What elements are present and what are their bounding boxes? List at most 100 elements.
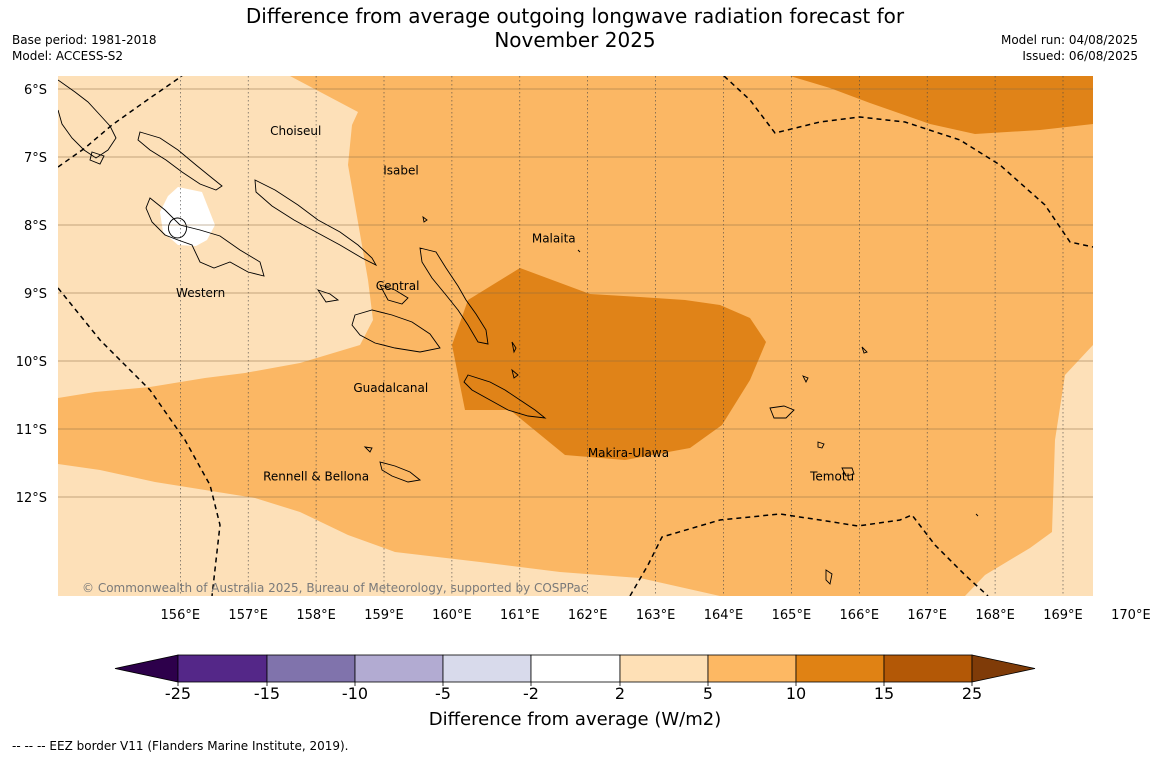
colorbar-extend-low	[114, 654, 179, 683]
lat-label: 11°S	[16, 423, 47, 438]
island-small-n	[422, 215, 428, 223]
lat-labels: 6°S 7°S 8°S 9°S 10°S 11°S 12°S	[16, 83, 47, 506]
place-label: Western	[176, 286, 225, 300]
lat-label: 10°S	[16, 355, 47, 370]
eez-border-nw	[58, 76, 183, 168]
colorbar-swatch	[177, 654, 268, 683]
lon-label: 156°E	[161, 608, 201, 623]
lat-label: 7°S	[24, 151, 47, 166]
lon-label: 170°E	[1111, 608, 1150, 623]
field-10-15-central	[452, 268, 766, 460]
eez-borders	[58, 76, 1093, 596]
colorbar-tick-label: -15	[254, 684, 280, 703]
colorbar-tick-label: 25	[962, 684, 982, 703]
colorbar-tick-label: -10	[342, 684, 368, 703]
colorbar-swatch	[619, 654, 709, 683]
island-bougainville	[58, 79, 117, 159]
island-small-malaita-s	[511, 341, 517, 354]
lon-label: 162°E	[568, 608, 608, 623]
lon-label: 168°E	[975, 608, 1015, 623]
island-rennell	[379, 461, 422, 483]
lon-label: 166°E	[840, 608, 880, 623]
colorbar-extend-high	[971, 654, 1036, 683]
island-vanikoro	[817, 441, 825, 449]
colorbar-swatch	[707, 654, 797, 683]
colorbar-tick-label: 10	[786, 684, 806, 703]
island-makira	[463, 374, 547, 419]
eez-border-north	[723, 76, 1093, 248]
meta-right: Model run: 04/08/2025 Issued: 06/08/2025	[1001, 32, 1138, 64]
place-label: Makira-Ulawa	[588, 446, 669, 460]
lon-label: 163°E	[636, 608, 676, 623]
lon-label: 160°E	[432, 608, 472, 623]
lon-label: 164°E	[704, 608, 744, 623]
island-shortland	[89, 151, 105, 165]
field-neutral-patch	[160, 187, 215, 246]
island-small-ulawa	[511, 368, 519, 379]
place-label: Isabel	[383, 164, 418, 178]
island-choiseul	[137, 131, 223, 191]
lon-label: 158°E	[296, 608, 336, 623]
place-labels: Choiseul Isabel Malaita Western Central Guada…	[176, 124, 854, 483]
colorbar-swatch	[442, 654, 532, 683]
lon-label: 161°E	[500, 608, 540, 623]
place-label: Central	[376, 279, 420, 293]
title-line-2: November 2025	[494, 28, 656, 52]
colorbar-swatch	[530, 654, 621, 683]
colorbar-swatch	[354, 654, 444, 683]
place-label: Choiseul	[270, 124, 321, 138]
lon-label: 159°E	[364, 608, 404, 623]
island-isabel	[254, 179, 378, 267]
eez-border-south	[629, 513, 989, 596]
island-duff	[861, 346, 868, 354]
graticule	[58, 76, 1093, 596]
colorbar-tick-label: 15	[874, 684, 894, 703]
meta-left: Base period: 1981-2018 Model: ACCESS-S2	[12, 32, 157, 64]
place-label: Malaita	[532, 232, 576, 246]
island-nggela	[379, 284, 409, 305]
colorbar-tick-label: -2	[523, 684, 539, 703]
copyright-text: © Commonwealth of Australia 2025, Bureau…	[82, 581, 587, 595]
lon-label: 157°E	[228, 608, 268, 623]
lat-label: 12°S	[16, 491, 47, 506]
island-utupua	[841, 467, 855, 477]
model-run: Model run: 04/08/2025	[1000, 33, 1138, 47]
island-reef-islands	[802, 375, 809, 384]
model-name: Model: ACCESS-S2	[12, 49, 124, 63]
island-malaita	[419, 247, 489, 345]
colorbar-swatch	[795, 654, 885, 683]
island-bellona	[363, 446, 373, 453]
island-sikaiana	[577, 249, 581, 253]
field-10-15-topright	[790, 76, 1093, 134]
eez-border-west	[58, 287, 221, 596]
lat-label: 8°S	[24, 219, 47, 234]
colorbar-title: Difference from average (W/m2)	[428, 709, 722, 730]
place-label: Guadalcanal	[353, 381, 428, 395]
place-label: Temotu	[809, 470, 854, 484]
colorbar-tick-label: 2	[615, 684, 625, 703]
field-2-5-bottom	[58, 558, 440, 596]
island-kolombangara	[168, 217, 187, 239]
eez-legend-note: -- -- -- EEZ border V11 (Flanders Marine…	[12, 739, 349, 753]
colorbar: -25 -15 -10 -5 -2 2 5 10 15 25	[114, 654, 1036, 703]
colorbar-swatch	[883, 654, 973, 683]
island-tikopia	[825, 569, 833, 585]
island-guadalcanal	[351, 309, 441, 353]
island-santa-cruz	[769, 405, 795, 419]
colorbar-tick-label: -25	[165, 684, 191, 703]
lat-label: 9°S	[24, 287, 47, 302]
lon-label: 167°E	[907, 608, 947, 623]
lon-label: 165°E	[772, 608, 812, 623]
colorbar-tick-label: 5	[703, 684, 713, 703]
island-anuta	[975, 513, 979, 517]
base-period: Base period: 1981-2018	[12, 33, 157, 47]
map-title: Difference from average outgoing longwav…	[0, 4, 1150, 52]
island-central-w	[316, 289, 340, 303]
island-new-georgia	[145, 197, 265, 277]
lat-label: 6°S	[24, 83, 47, 98]
issued-date: Issued: 06/08/2025	[1022, 49, 1138, 63]
colorbar-swatch	[266, 654, 356, 683]
colorbar-tick-label: -5	[435, 684, 451, 703]
title-line-1: Difference from average outgoing longwav…	[245, 4, 905, 28]
